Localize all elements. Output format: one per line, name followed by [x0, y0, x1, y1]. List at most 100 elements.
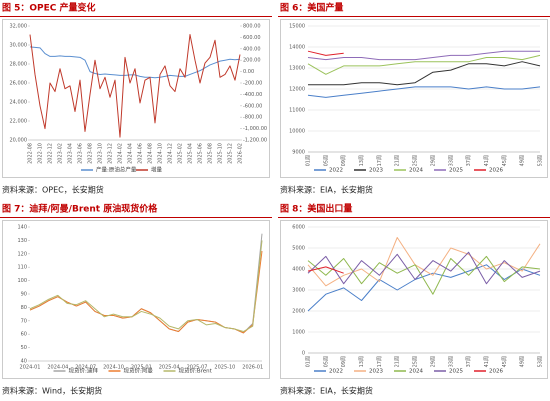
y-tick-label: 14000	[289, 45, 305, 51]
series-line	[29, 240, 263, 333]
legend-label: 增量	[151, 166, 163, 174]
y-tick-label: 5000	[292, 246, 305, 252]
series-line	[29, 46, 241, 79]
y-tick-label: 28,000	[10, 62, 28, 68]
x-tick-label: 2024-08	[148, 143, 154, 164]
series-line	[307, 251, 541, 285]
series-line	[307, 54, 541, 75]
x-tick-label: 05周	[323, 356, 329, 367]
x-tick-label: 01周	[306, 356, 312, 367]
y-tick-label: 1000	[292, 330, 305, 336]
legend-label: 2022	[329, 369, 343, 375]
x-tick-label: 2024-10	[158, 143, 164, 164]
legend-label: 2026	[489, 168, 503, 174]
series-line	[307, 86, 541, 98]
y-tick-label: 32,000	[10, 24, 28, 30]
x-tick-label: 2025-08	[208, 143, 214, 164]
y-tick-label: 40	[21, 359, 27, 365]
figure-title: 图 6：美国产量	[280, 2, 343, 14]
y-tick-label: 3000	[292, 288, 305, 294]
y-tick-label: 22,000	[10, 119, 28, 125]
y-tick-label: 10000	[289, 129, 305, 135]
y2-tick-label: 400.00	[243, 46, 261, 52]
x-tick-label: 33周	[448, 356, 454, 367]
x-tick-label: 2023-12	[108, 143, 114, 164]
y2-tick-label: 800.00	[243, 24, 261, 30]
series-line	[307, 50, 344, 56]
chart-frame	[280, 220, 548, 379]
legend-label: 2025	[449, 369, 463, 375]
x-tick-label: 2024-06	[138, 143, 144, 164]
x-tick-label: 09周	[341, 356, 347, 367]
chart-frame	[2, 220, 270, 379]
x-tick-label: 2024-01	[20, 365, 41, 371]
x-tick-label: 33周	[448, 155, 454, 166]
x-tick-label: 2023-02	[58, 143, 64, 164]
x-tick-label: 45周	[502, 356, 508, 367]
x-tick-label: 2023-06	[78, 143, 84, 164]
x-tick-label: 2024-10	[103, 365, 124, 371]
x-tick-label: 2025-10	[218, 143, 224, 164]
y-tick-label: 30,000	[10, 43, 28, 49]
legend-label: 现货价:Brent	[179, 367, 213, 375]
source-note: 资料来源：OPEC，长安期货	[2, 185, 104, 195]
chart-frame	[2, 19, 270, 178]
y-tick-label: 2000	[292, 309, 305, 315]
x-tick-label: 29周	[430, 155, 436, 166]
legend-label: 2023	[369, 168, 383, 174]
legend-label: 2025	[449, 168, 463, 174]
x-tick-label: 37周	[466, 155, 472, 166]
y-tick-label: 11000	[289, 108, 305, 114]
x-tick-label: 49周	[520, 155, 526, 166]
x-tick-label: 2023-04	[68, 143, 74, 164]
x-tick-label: 2025-02	[178, 143, 184, 164]
y2-tick-label: -1,200.00	[243, 138, 267, 144]
legend-label: 2026	[489, 369, 503, 375]
x-tick-label: 2024-04	[47, 365, 68, 371]
x-tick-label: 2022-08	[28, 143, 34, 164]
y-tick-label: 80	[21, 305, 27, 311]
x-tick-label: 21周	[395, 155, 401, 166]
y2-tick-label: 0.00	[243, 69, 254, 75]
legend-label: 现货价:迪拜	[69, 367, 99, 375]
x-tick-label: 2024-12	[168, 143, 174, 164]
source-note: 资料来源：EIA，长安期货	[280, 185, 373, 195]
series-line	[307, 266, 344, 274]
x-tick-label: 25周	[413, 155, 419, 166]
y-tick-label: 140	[17, 225, 27, 231]
figure-title: 图 5：OPEC 产量变化	[2, 2, 96, 14]
x-tick-label: 2023-10	[98, 143, 104, 164]
x-tick-label: 25周	[413, 356, 419, 367]
y-tick-label: 9000	[292, 150, 305, 156]
x-tick-label: 2026-01	[242, 365, 263, 371]
y-tick-label: 12000	[289, 87, 305, 93]
legend-label: 2022	[329, 168, 343, 174]
x-tick-label: 41周	[484, 356, 490, 367]
x-tick-label: 2024-04	[128, 143, 134, 164]
x-tick-label: 21周	[395, 356, 401, 367]
source-note: 资料来源：Wind，长安期货	[2, 386, 102, 396]
y-tick-label: 100	[17, 278, 27, 284]
legend-label: 2024	[409, 369, 423, 375]
y-tick-label: 90	[21, 292, 27, 298]
source-note: 资料来源：EIA，长安期货	[280, 386, 373, 396]
x-tick-label: 2022-10	[38, 143, 44, 164]
y2-tick-label: -1,000.00	[243, 126, 267, 132]
series-line	[307, 50, 540, 61]
x-tick-label: 09周	[341, 155, 347, 166]
legend-label: 现货价:阿曼	[124, 367, 154, 375]
y2-tick-label: -600.00	[243, 103, 262, 109]
y-tick-label: 70	[21, 318, 27, 324]
y-tick-label: 24,000	[10, 100, 28, 106]
y-tick-label: 50	[21, 345, 27, 351]
x-tick-label: 45周	[502, 155, 508, 166]
x-tick-label: 01周	[306, 155, 312, 166]
x-tick-label: 13周	[359, 155, 365, 166]
x-tick-label: 2025-06	[198, 143, 204, 164]
y2-tick-label: -800.00	[243, 115, 262, 121]
x-tick-label: 2026-02	[238, 143, 244, 164]
y-tick-label: 120	[17, 251, 27, 257]
legend-label: 2024	[409, 168, 423, 174]
y-tick-label: 13000	[289, 66, 305, 72]
